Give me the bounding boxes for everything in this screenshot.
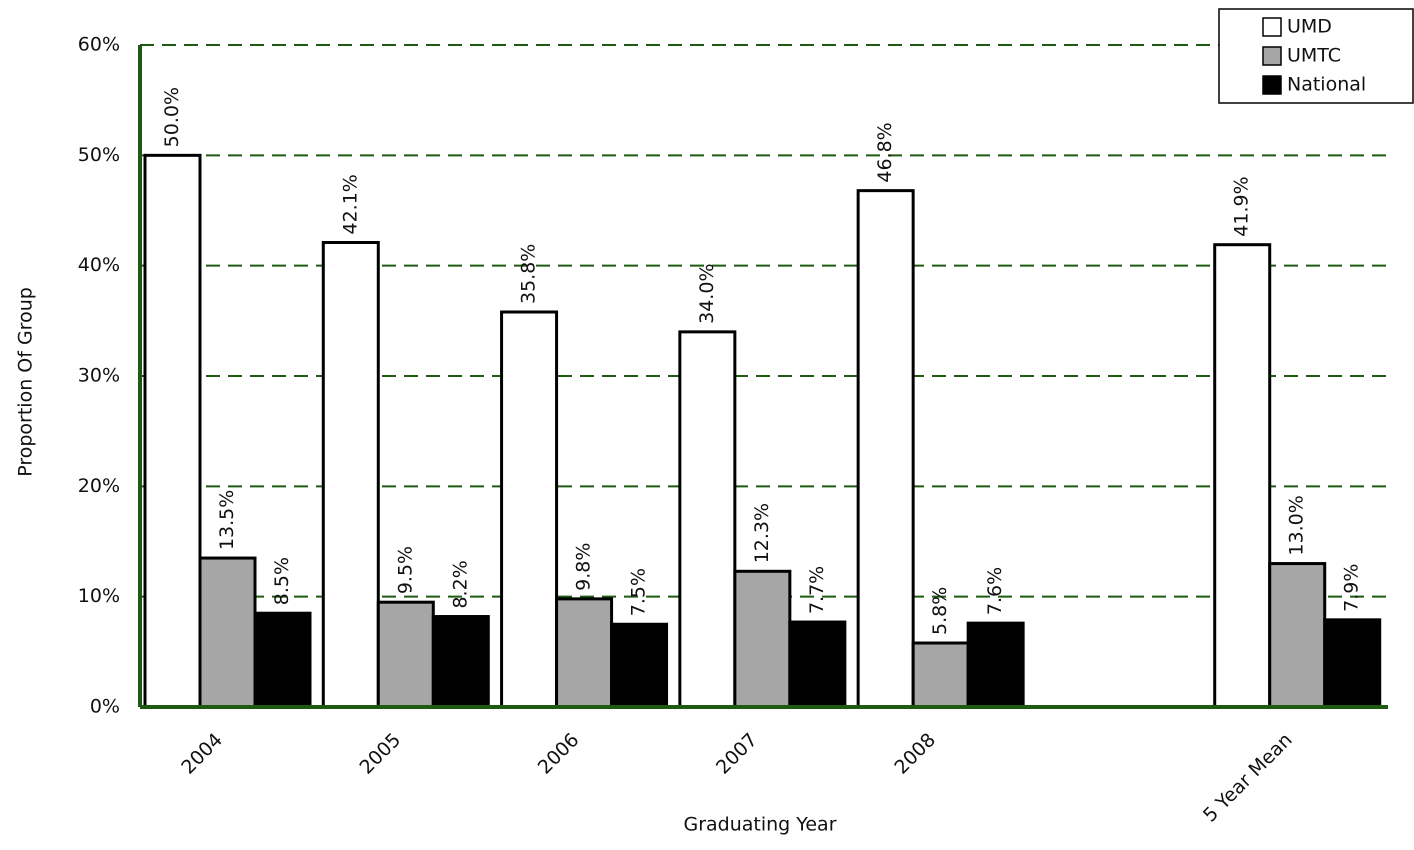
- y-tick-label: 0%: [90, 696, 120, 718]
- bar: [1268, 562, 1327, 709]
- value-label: 34.0%: [696, 264, 718, 324]
- value-label: 7.9%: [1341, 564, 1363, 612]
- bar: [1213, 243, 1272, 709]
- x-tick-label: 2007: [712, 729, 762, 779]
- legend-swatch: [1262, 75, 1282, 95]
- bar: [678, 330, 737, 709]
- bar: [788, 620, 847, 709]
- value-label: 50.0%: [161, 87, 183, 147]
- value-label: 8.5%: [271, 557, 293, 605]
- value-label: 9.8%: [573, 543, 595, 591]
- bar: [198, 556, 257, 709]
- value-label: 42.1%: [339, 174, 361, 234]
- value-label: 46.8%: [874, 122, 896, 182]
- bar: [733, 569, 792, 709]
- y-tick-label: 30%: [78, 365, 120, 387]
- bar: [555, 597, 614, 709]
- value-label: 7.6%: [984, 567, 1006, 615]
- bar: [500, 310, 559, 709]
- x-tick-label: 2005: [355, 729, 405, 779]
- value-label: 12.3%: [751, 503, 773, 563]
- value-label: 35.8%: [518, 244, 540, 304]
- bar: [143, 153, 202, 709]
- value-label: 5.8%: [929, 587, 951, 635]
- bar: [253, 611, 312, 709]
- y-tick-label: 10%: [78, 585, 120, 607]
- x-tick-label: 2004: [177, 729, 227, 779]
- bar: [321, 240, 380, 709]
- legend-box: [1218, 8, 1414, 104]
- value-label: 8.2%: [449, 560, 471, 608]
- bar: [911, 641, 970, 709]
- bar: [431, 615, 490, 709]
- bar: [966, 621, 1025, 709]
- value-label: 13.5%: [216, 490, 238, 550]
- bar: [610, 622, 669, 709]
- legend-label: UMTC: [1287, 45, 1341, 67]
- x-tick-label: 2006: [534, 729, 584, 779]
- legend-swatch: [1262, 46, 1282, 66]
- y-tick-label: 60%: [78, 34, 120, 56]
- legend-swatch: [1262, 17, 1282, 37]
- value-label: 7.5%: [628, 568, 650, 616]
- y-axis-title: Proportion Of Group: [15, 287, 37, 477]
- bar: [376, 600, 435, 709]
- value-label: 13.0%: [1286, 495, 1308, 555]
- x-tick-label: 2008: [890, 729, 940, 779]
- value-label: 41.9%: [1231, 176, 1253, 236]
- y-tick-label: 40%: [78, 254, 120, 276]
- bar: [856, 189, 915, 709]
- y-tick-label: 50%: [78, 144, 120, 166]
- value-label: 9.5%: [394, 546, 416, 594]
- y-tick-label: 20%: [78, 475, 120, 497]
- x-axis-title: Graduating Year: [683, 814, 836, 836]
- legend-label: National: [1287, 74, 1366, 96]
- value-label: 7.7%: [806, 566, 828, 614]
- bar: [1323, 618, 1382, 709]
- x-tick-label: 5 Year Mean: [1199, 729, 1297, 827]
- legend-label: UMD: [1287, 16, 1332, 38]
